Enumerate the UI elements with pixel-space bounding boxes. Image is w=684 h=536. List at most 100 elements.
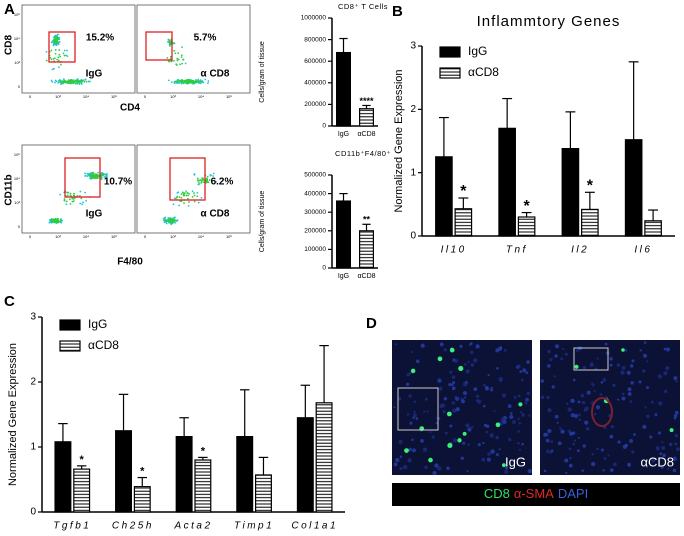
panel-letter: C	[4, 293, 15, 310]
nucleus	[621, 396, 626, 401]
bar	[336, 200, 352, 269]
nucleus	[646, 414, 650, 418]
flow-event	[176, 81, 179, 84]
flow-event	[85, 199, 88, 202]
flow-event	[66, 49, 68, 52]
flow-event	[208, 179, 211, 181]
bar	[454, 208, 473, 237]
nucleus	[415, 417, 419, 420]
legend-label: IgG	[88, 317, 107, 331]
nucleus	[451, 386, 456, 391]
treatment-label: IgG	[86, 69, 103, 80]
significance: *	[140, 465, 145, 477]
flow-event	[67, 80, 70, 82]
flow-event	[176, 195, 179, 198]
nucleus	[595, 405, 601, 410]
nucleus	[423, 410, 426, 413]
flow-event	[176, 57, 179, 60]
flow-event	[69, 192, 72, 195]
nucleus	[649, 435, 653, 439]
flow-event	[188, 79, 190, 82]
nucleus	[528, 414, 531, 417]
nucleus	[585, 426, 590, 431]
nucleus	[573, 439, 577, 442]
nucleus	[475, 394, 480, 399]
flow-event	[48, 221, 51, 224]
nucleus	[508, 437, 512, 442]
x-tick-label: Il10	[441, 245, 467, 256]
flow-event	[51, 218, 54, 220]
bar	[133, 486, 151, 513]
nucleus	[582, 365, 587, 370]
nucleus	[496, 366, 499, 370]
nucleus	[526, 360, 530, 364]
nucleus	[623, 348, 628, 353]
flow-event	[166, 220, 169, 222]
flow-event	[66, 82, 69, 84]
flow-event	[173, 42, 176, 45]
nucleus	[545, 449, 550, 454]
nucleus	[485, 430, 489, 434]
nucleus	[630, 381, 634, 385]
nucleus	[473, 387, 478, 392]
flow-event	[64, 80, 67, 83]
flow-event	[54, 38, 56, 41]
cd8-cell	[457, 438, 462, 443]
flow-event	[50, 221, 53, 224]
nucleus	[518, 421, 522, 425]
flow-x-tick: 10³	[55, 234, 61, 239]
nucleus	[465, 423, 470, 428]
nucleus	[501, 393, 506, 398]
nucleus	[485, 424, 490, 428]
nucleus	[642, 369, 646, 373]
flow-event	[54, 49, 57, 51]
nucleus	[524, 401, 528, 405]
flow-plot	[21, 144, 136, 234]
flow-event	[178, 196, 181, 199]
nucleus	[521, 378, 524, 382]
nucleus	[437, 417, 441, 420]
flow-event	[173, 59, 175, 62]
flow-event	[210, 174, 212, 177]
flow-event	[81, 203, 83, 206]
nucleus	[449, 370, 453, 374]
nucleus	[398, 439, 403, 444]
flow-event	[49, 218, 52, 221]
nucleus	[600, 448, 604, 452]
nucleus	[520, 411, 523, 414]
nucleus	[592, 384, 595, 387]
cd8-cell	[574, 364, 579, 369]
flow-event	[188, 193, 191, 195]
flow-event	[80, 82, 83, 84]
flow-event	[180, 196, 183, 199]
bar	[435, 156, 453, 237]
nucleus	[617, 440, 621, 444]
bar	[315, 402, 333, 513]
flow-event	[59, 81, 62, 84]
nucleus	[599, 393, 603, 396]
nucleus	[674, 433, 679, 438]
flow-event	[59, 193, 62, 196]
flow-x-tick: 10⁵	[226, 234, 232, 239]
flow-event	[62, 52, 65, 55]
nucleus	[657, 374, 662, 379]
flow-event	[185, 79, 188, 81]
nucleus	[674, 442, 678, 446]
nucleus	[591, 453, 595, 456]
flow-event	[63, 54, 66, 57]
y-tick-label: 200000	[304, 101, 326, 108]
nucleus	[675, 447, 680, 452]
nucleus	[665, 347, 671, 352]
flow-event	[185, 80, 188, 83]
nucleus	[591, 462, 596, 467]
nucleus	[504, 466, 508, 470]
bar	[73, 468, 91, 513]
nucleus	[646, 386, 649, 390]
treatment-label: α CD8	[201, 69, 230, 80]
flow-event	[92, 174, 95, 177]
flow-event	[50, 41, 53, 44]
nucleus	[571, 431, 576, 435]
flow-event	[163, 217, 166, 220]
y-tick-label: 100000	[304, 246, 326, 253]
flow-event	[199, 79, 202, 81]
